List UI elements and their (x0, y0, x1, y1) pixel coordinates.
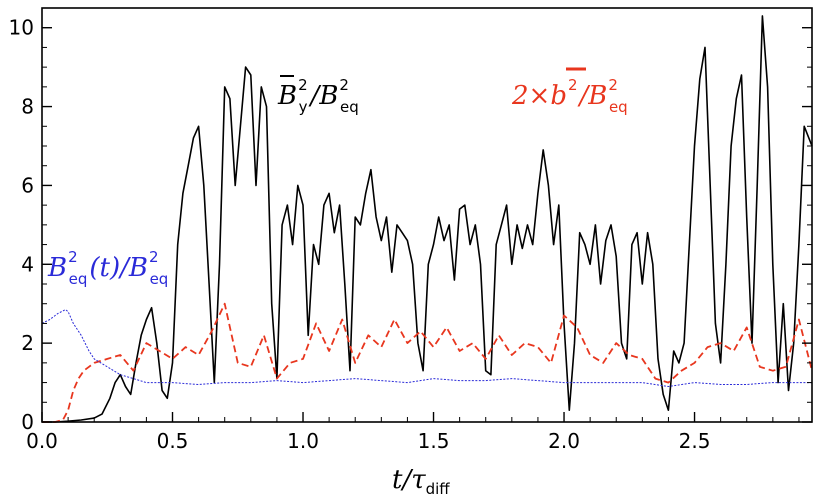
x-tick-label: 0.0 (26, 429, 58, 453)
y-tick-label: 2 (21, 331, 34, 355)
y-tick-label: 0 (21, 410, 34, 434)
annotation-mean-field: B2 y/B2 eq (277, 75, 359, 116)
series-line-fluct (42, 302, 813, 423)
series-line-eq (41, 309, 812, 387)
y-tick-label: 8 (21, 95, 34, 119)
x-tick-label: 0.5 (157, 429, 189, 453)
series-line-mean (42, 15, 813, 423)
annotation-equipartition: B2 eq(t)/B2 eq (47, 248, 168, 288)
series-layer (41, 15, 813, 423)
x-axis: 0.0 0.5 1.0 1.5 2.0 2.5 (26, 412, 800, 453)
x-tick-label: 1.5 (418, 429, 450, 453)
x-tick-label: 2.5 (679, 429, 711, 453)
plot-frame (41, 7, 813, 423)
x-tick-label: 1.0 (287, 429, 319, 453)
y-tick-label: 4 (21, 252, 34, 276)
annotation-fluctuation: 2×b2/B2 eq (511, 67, 628, 116)
y-axis: 0 2 4 6 8 10 (9, 16, 812, 434)
y-tick-label: 6 (21, 173, 34, 197)
y-tick-label: 10 (9, 16, 34, 40)
x-tick-label: 2.0 (548, 429, 580, 453)
x-axis-label: t/τdiff (392, 465, 450, 498)
